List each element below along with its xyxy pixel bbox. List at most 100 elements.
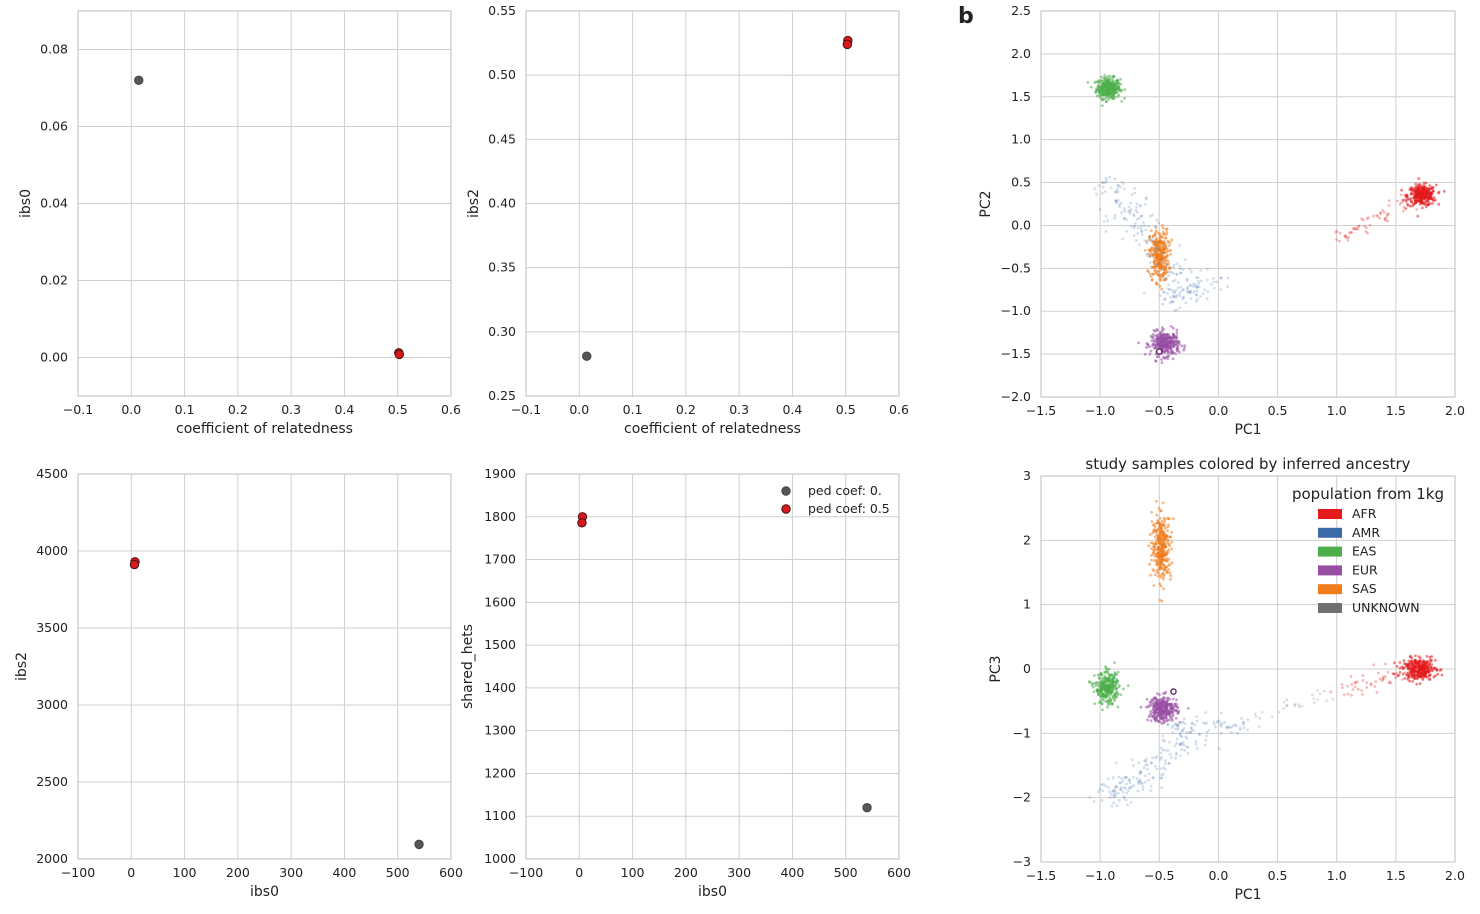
sample-point: [1383, 662, 1387, 666]
sample-point: [1176, 341, 1180, 345]
sample-point: [1178, 271, 1182, 275]
sample-point: [1142, 291, 1146, 295]
sample-point: [1110, 702, 1114, 706]
sample-point: [1121, 687, 1125, 691]
sample-point: [1349, 231, 1353, 235]
sample-point: [1166, 550, 1170, 554]
sample-point: [1392, 672, 1396, 676]
sample-point: [1395, 672, 1398, 675]
sample-point: [1093, 81, 1097, 85]
sample-point: [1429, 187, 1433, 191]
sample-point: [1175, 703, 1178, 706]
sample-point: [1417, 655, 1421, 659]
sample-point: [1158, 525, 1161, 529]
sample-point: [1186, 287, 1189, 291]
sample-point: [1158, 534, 1162, 538]
sample-point: [1406, 203, 1410, 207]
sample-point: [1102, 220, 1106, 223]
sample-point: [1212, 720, 1216, 724]
sample-point: [1387, 212, 1390, 216]
cluster-amr: [1093, 175, 1209, 310]
sample-point: [1190, 727, 1193, 731]
sample-point: [1425, 203, 1429, 207]
sample-point: [1107, 89, 1111, 93]
cluster-afr: [1334, 193, 1418, 243]
sample-point: [1160, 358, 1163, 361]
sample-point: [1129, 201, 1133, 205]
x-tick-label: 0.5: [1268, 403, 1288, 418]
sample-point: [1151, 344, 1154, 348]
sample-point: [1192, 729, 1195, 732]
sample-point: [1144, 759, 1148, 763]
sample-point: [1416, 666, 1419, 670]
sample-point: [1226, 276, 1230, 280]
sample-point: [1118, 781, 1122, 785]
sample-point: [1155, 563, 1159, 567]
sample-point: [1133, 191, 1137, 195]
sample-point: [1195, 715, 1198, 719]
sample-point: [1156, 692, 1159, 695]
sample-point: [1117, 775, 1121, 779]
sample-point: [1369, 682, 1373, 686]
sample-point: [1424, 664, 1428, 668]
sample-point: [1166, 517, 1170, 521]
x-axis-label: ibs0: [250, 884, 279, 900]
sample-point: [1124, 776, 1127, 780]
legend-label: AFR: [1352, 506, 1377, 521]
sample-point: [1117, 184, 1121, 188]
sample-point: [1162, 716, 1166, 720]
sample-point: [1395, 664, 1399, 668]
sample-point: [1096, 673, 1100, 677]
sample-point: [1100, 682, 1104, 686]
sample-point: [1156, 333, 1160, 337]
sample-point: [1356, 687, 1360, 691]
sample-point: [1387, 199, 1391, 203]
sample-point: [1424, 181, 1428, 185]
x-tick-label: 0.6: [889, 402, 909, 417]
sample-point: [1135, 776, 1139, 780]
sample-point: [1168, 571, 1172, 575]
sample-point: [1211, 277, 1215, 280]
sample-point: [1171, 697, 1175, 701]
sample-point: [1430, 192, 1434, 196]
x-tick-label: −1.0: [1085, 868, 1115, 883]
sample-point: [1398, 661, 1402, 664]
sample-point: [1137, 341, 1140, 345]
sample-point: [1158, 278, 1162, 281]
sample-point: [1159, 249, 1162, 253]
legend: ped coef: 0. ped coef: 0.5: [781, 483, 890, 516]
sample-point: [1329, 690, 1333, 694]
sample-point: [1117, 791, 1120, 795]
legend-marker: [781, 486, 791, 496]
sample-point: [1136, 226, 1140, 230]
sample-point: [1117, 798, 1121, 802]
y-tick-label: 0.45: [488, 131, 516, 146]
sample-point: [1139, 214, 1143, 218]
sample-point: [1113, 177, 1117, 181]
sample-point: [1104, 88, 1108, 92]
sample-point: [1147, 778, 1150, 782]
sample-point: [1140, 214, 1144, 218]
sample-point: [1341, 686, 1344, 690]
sample-point: [1134, 208, 1138, 212]
sample-point: [1142, 224, 1146, 228]
sample-point: [1170, 726, 1174, 730]
sample-point: [1104, 665, 1107, 668]
sample-point: [1155, 533, 1159, 537]
sample-point: [1254, 715, 1258, 718]
sample-point: [1110, 76, 1114, 80]
sample-point: [1180, 748, 1184, 751]
y-tick-label: 0.00: [40, 350, 68, 365]
sample-point: [1166, 529, 1169, 533]
sample-point: [1174, 352, 1177, 355]
sample-point: [1093, 187, 1097, 191]
sample-point: [1253, 712, 1257, 716]
sample-point: [1155, 341, 1159, 345]
sample-point: [1166, 559, 1169, 563]
sample-point: [1154, 262, 1157, 266]
sample-point: [1109, 698, 1112, 702]
sample-point: [1402, 205, 1406, 209]
sample-point: [1137, 761, 1141, 765]
sample-point: [1125, 791, 1129, 795]
sample-point: [1142, 766, 1146, 770]
